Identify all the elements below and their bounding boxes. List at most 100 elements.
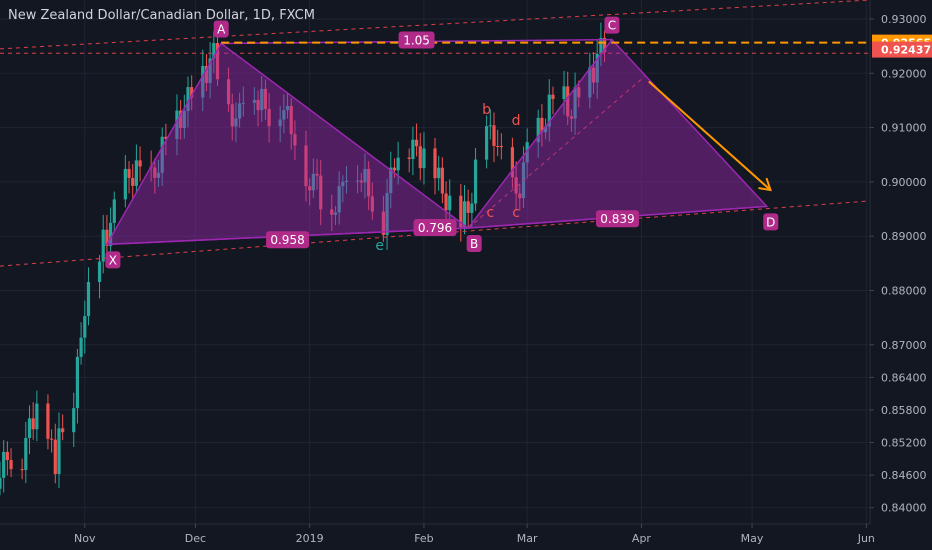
x-tick-label: May	[741, 532, 764, 545]
candle-body	[105, 229, 109, 246]
candle-body	[433, 148, 437, 179]
candle-body	[234, 118, 238, 127]
candle-body	[344, 180, 349, 182]
candle-body	[230, 104, 234, 127]
x-tick-label: Apr	[632, 532, 652, 545]
candle-body	[46, 403, 50, 439]
candle-body	[53, 439, 57, 475]
candle-body	[315, 173, 319, 176]
y-tick-label: 0.85800	[881, 404, 927, 417]
chart-title: New Zealand Dollar/Canadian Dollar, 1D, …	[8, 8, 315, 23]
candle-body	[79, 337, 83, 357]
y-tick-label: 0.90000	[881, 176, 927, 189]
candle-body	[311, 173, 315, 191]
candle-body	[182, 110, 186, 128]
candle-body	[333, 212, 338, 215]
corrective-label-c: c	[512, 205, 520, 221]
y-tick-label: 0.88000	[881, 285, 927, 298]
candle-body	[319, 175, 323, 210]
y-tick-label: 0.93000	[881, 13, 927, 26]
candle-body	[153, 167, 157, 178]
x-tick-label: 2019	[296, 532, 324, 545]
candle-body	[396, 157, 400, 171]
candle-body	[186, 87, 190, 111]
candle-body	[238, 103, 242, 119]
candle-body	[448, 195, 452, 211]
candle-body	[138, 160, 142, 167]
y-tick-label: 0.85200	[881, 437, 927, 450]
candle-body	[123, 168, 127, 200]
candle-body	[551, 94, 555, 100]
candle-body	[308, 186, 312, 191]
candle-body	[573, 87, 577, 119]
point-label-c: C	[608, 19, 616, 33]
bd-dashed	[467, 75, 646, 229]
candle-body	[50, 438, 54, 440]
point-label-d-box	[763, 213, 779, 231]
point-label-c-box	[604, 16, 620, 34]
point-label-x: X	[109, 253, 117, 267]
candle-body	[134, 160, 138, 186]
x-tick-label: Nov	[74, 532, 96, 545]
candle-body	[179, 110, 183, 128]
candle-body	[24, 437, 28, 470]
ratio-label-box	[595, 210, 639, 228]
candle-body	[190, 87, 194, 98]
candle-body	[414, 139, 419, 147]
y-tick-label: 0.91000	[881, 122, 927, 135]
corrective-label-b: b	[482, 102, 491, 118]
x-axis-panel	[0, 524, 932, 550]
candle-body	[204, 65, 209, 83]
candle-body	[256, 99, 260, 111]
trendline-lower	[0, 200, 871, 267]
candle-body	[577, 87, 581, 98]
candle-body	[591, 67, 596, 83]
candle-body	[304, 145, 308, 187]
candle-body	[293, 134, 297, 146]
candle-body	[595, 53, 599, 83]
candle-body	[381, 211, 385, 235]
candle-body	[337, 186, 341, 213]
candle-body	[385, 193, 389, 235]
candle-body	[370, 196, 374, 212]
candle-body	[131, 177, 135, 186]
y-tick-label: 0.92000	[881, 67, 927, 80]
candle-body	[470, 203, 474, 213]
candle-body	[437, 167, 441, 179]
candle-body	[112, 199, 116, 223]
candle-body	[485, 126, 489, 160]
candle-body	[101, 229, 105, 262]
candle-body	[473, 159, 478, 204]
candle-body	[282, 110, 286, 120]
candle-body	[459, 195, 463, 228]
candle-body	[341, 181, 345, 187]
candle-body	[547, 94, 551, 127]
ratio-label-box	[413, 219, 457, 237]
candle-body	[543, 126, 548, 133]
candle-body	[175, 110, 179, 140]
candle-body	[267, 108, 271, 127]
candle-body	[569, 116, 573, 119]
candle-body	[208, 58, 212, 83]
candle-body	[285, 105, 290, 111]
ratio-label-box	[398, 31, 435, 49]
candles	[0, 22, 607, 496]
candle-body	[289, 105, 293, 135]
ratio-label: 1.05	[403, 34, 430, 48]
corrective-label-c: c	[486, 205, 494, 221]
candle-body	[20, 469, 24, 471]
candle-body	[518, 193, 522, 199]
harmonic-pattern: X A B C D 1.05 0.958 0.796 0.839 b d e c c	[0, 0, 871, 269]
projection-arrowhead	[758, 177, 772, 192]
point-label-a-box	[213, 20, 229, 38]
candle-body	[525, 142, 529, 163]
candle-body	[164, 136, 168, 140]
candle-body	[97, 261, 102, 283]
candle-body	[411, 139, 415, 159]
trendline-upper	[0, 0, 871, 50]
candle-body	[2, 451, 6, 478]
candle-body	[492, 125, 496, 147]
